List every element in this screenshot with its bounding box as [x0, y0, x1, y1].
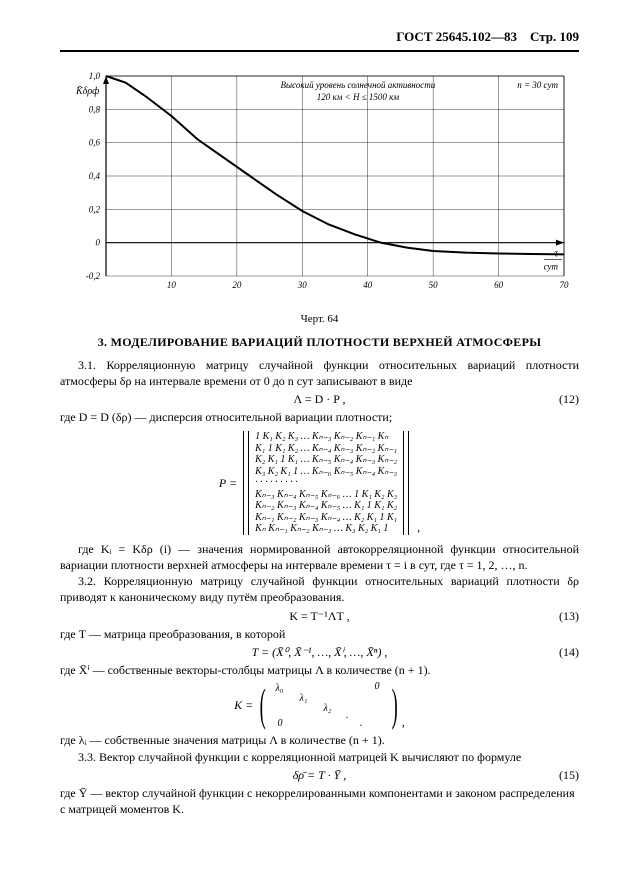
- para-3-1-a: 3.1. Корреляционную матрицу случайной фу…: [60, 357, 579, 389]
- eq-K-trail: ,: [402, 714, 405, 730]
- svg-text:30: 30: [297, 280, 308, 290]
- svg-text:20: 20: [232, 280, 242, 290]
- eq-14-body: T = (X̄⁰, X̄⁻¹, …, X̄ⁱ, …, X̄ⁿ) ,: [252, 644, 388, 660]
- page-header: ГОСТ 25645.102—83 Стр. 109: [60, 28, 579, 52]
- svg-text:70: 70: [560, 280, 570, 290]
- matrix-row: K₂ K₁ 1 K₁ … Kₙ₋₅ Kₙ₋₄ Kₙ₋₃ Kₙ₋₂: [251, 454, 401, 466]
- svg-text:K̄δρф: K̄δρф: [75, 85, 99, 97]
- lambda-1: λ₁: [300, 692, 308, 706]
- matrix-P-label: P =: [219, 475, 237, 491]
- svg-text:40: 40: [363, 280, 373, 290]
- equation-13: K = T⁻¹ΛT , (13): [60, 608, 579, 624]
- figure-caption: Черт. 64: [60, 312, 579, 327]
- svg-text:0,4: 0,4: [89, 171, 101, 181]
- matrix-row: Kₙ₋₂ Kₙ₋₃ Kₙ₋₄ Kₙ₋₅ … K₁ 1 K₁ K₂: [251, 500, 401, 512]
- svg-text:50: 50: [429, 280, 439, 290]
- eq-13-number: (13): [559, 608, 579, 624]
- para-3-3-a: 3.3. Вектор случайной функции с корреляц…: [60, 749, 579, 765]
- para-3-2-a: 3.2. Корреляционную матрицу случайной фу…: [60, 573, 579, 605]
- lambda-2: λ₂: [324, 702, 332, 716]
- eq-K-lead: K =: [234, 697, 253, 713]
- matrix-row: · · · · · · · · ·: [251, 477, 401, 489]
- svg-text:-0,2: -0,2: [86, 271, 101, 281]
- svg-text:τ: τ: [554, 248, 558, 259]
- matrix-row: K₃ K₂ K₁ 1 … Kₙ₋₆ Kₙ₋₅ Kₙ₋₄ Kₙ₋₃: [251, 466, 401, 478]
- eq-12-body: Λ = D · P ,: [293, 391, 345, 407]
- eq-15-number: (15): [559, 767, 579, 783]
- matrix-row: Kₙ Kₙ₋₁ Kₙ₋₂ Kₙ₋₃ … K₃ K₂ K₁ 1: [251, 523, 401, 535]
- eq-13-body: K = T⁻¹ΛT ,: [289, 608, 349, 624]
- matrix-P-rows: 1 K₁ K₂ K₃ … Kₙ₋₃ Kₙ₋₂ Kₙ₋₁ KₙK₁ 1 K₁ K₂…: [251, 431, 401, 535]
- svg-text:0,8: 0,8: [89, 104, 101, 114]
- para-3-2-b: где T — матрица преобразования, в которо…: [60, 626, 579, 642]
- matrix-row: Kₙ₋₁ Kₙ₋₂ Kₙ₋₃ Kₙ₋₄ … K₂ K₁ 1 K₁: [251, 512, 401, 524]
- svg-text:60: 60: [494, 280, 504, 290]
- zero-bl: 0: [278, 717, 283, 731]
- svg-text:1,0: 1,0: [89, 71, 101, 81]
- section-3-title: 3. МОДЕЛИРОВАНИЕ ВАРИАЦИЙ ПЛОТНОСТИ ВЕРХ…: [60, 334, 579, 350]
- matrix-row: K₁ 1 K₁ K₂ … Kₙ₋₄ Kₙ₋₃ Kₙ₋₂ Kₙ₋₁: [251, 443, 401, 455]
- svg-text:сут: сут: [544, 261, 559, 271]
- para-3-2-d: где λᵢ — собственные значения матрицы Λ …: [60, 732, 579, 748]
- lambda-0: λ₀: [276, 682, 284, 696]
- svg-text:120 км < H ≤ 1500 км: 120 км < H ≤ 1500 км: [317, 92, 400, 102]
- matrix-P-trail: ,: [417, 519, 420, 535]
- para-3-1-c: где Kᵢ = Kδρ (i) — значения нормированно…: [60, 541, 579, 573]
- svg-text:n = 30 сут: n = 30 сут: [517, 80, 558, 90]
- para-3-3-b: где Ȳ — вектор случайной функции с некор…: [60, 785, 579, 817]
- equation-12: Λ = D · P , (12): [60, 391, 579, 407]
- equation-15: δρ̄ = T · Ȳ , (15): [60, 767, 579, 783]
- eq-15-body: δρ̄ = T · Ȳ ,: [293, 767, 347, 783]
- svg-text:10: 10: [167, 280, 177, 290]
- equation-K-diag: K = ( λ₀ λ₁ λ₂ · · 0 0 ) ,: [60, 680, 579, 730]
- diag-body: λ₀ λ₁ λ₂ · · 0 0: [274, 680, 384, 730]
- svg-text:0: 0: [96, 237, 101, 247]
- doc-id: ГОСТ 25645.102—83: [396, 29, 517, 44]
- matrix-row: 1 K₁ K₂ K₃ … Kₙ₋₃ Kₙ₋₂ Kₙ₋₁ Kₙ: [251, 431, 401, 443]
- para-3-2-c: где X̄ⁱ — собственные векторы-столбцы ма…: [60, 662, 579, 678]
- svg-text:0,2: 0,2: [89, 204, 101, 214]
- para-3-1-b: где D = D (δρ) — дисперсия относительной…: [60, 409, 579, 425]
- page-number: Стр. 109: [530, 29, 579, 44]
- matrix-P: P = 1 K₁ K₂ K₃ … Kₙ₋₃ Kₙ₋₂ Kₙ₋₁ KₙK₁ 1 K…: [60, 431, 579, 535]
- svg-text:0,6: 0,6: [89, 137, 101, 147]
- matrix-row: Kₙ₋₃ Kₙ₋₄ Kₙ₋₅ Kₙ₋₆ … 1 K₁ K₂ K₃: [251, 489, 401, 501]
- svg-text:Высокий уровень солнечной акти: Высокий уровень солнечной активности: [281, 80, 436, 90]
- eq-12-number: (12): [559, 391, 579, 407]
- zero-tr: 0: [375, 680, 380, 694]
- autocorrelation-chart: 10 20 30 40 50 60 70 -0,2 0 0,2 0,4 0,6 0,8 1,0 Высоки…: [60, 62, 579, 306]
- eq-14-number: (14): [559, 644, 579, 660]
- equation-14: T = (X̄⁰, X̄⁻¹, …, X̄ⁱ, …, X̄ⁿ) , (14): [60, 644, 579, 660]
